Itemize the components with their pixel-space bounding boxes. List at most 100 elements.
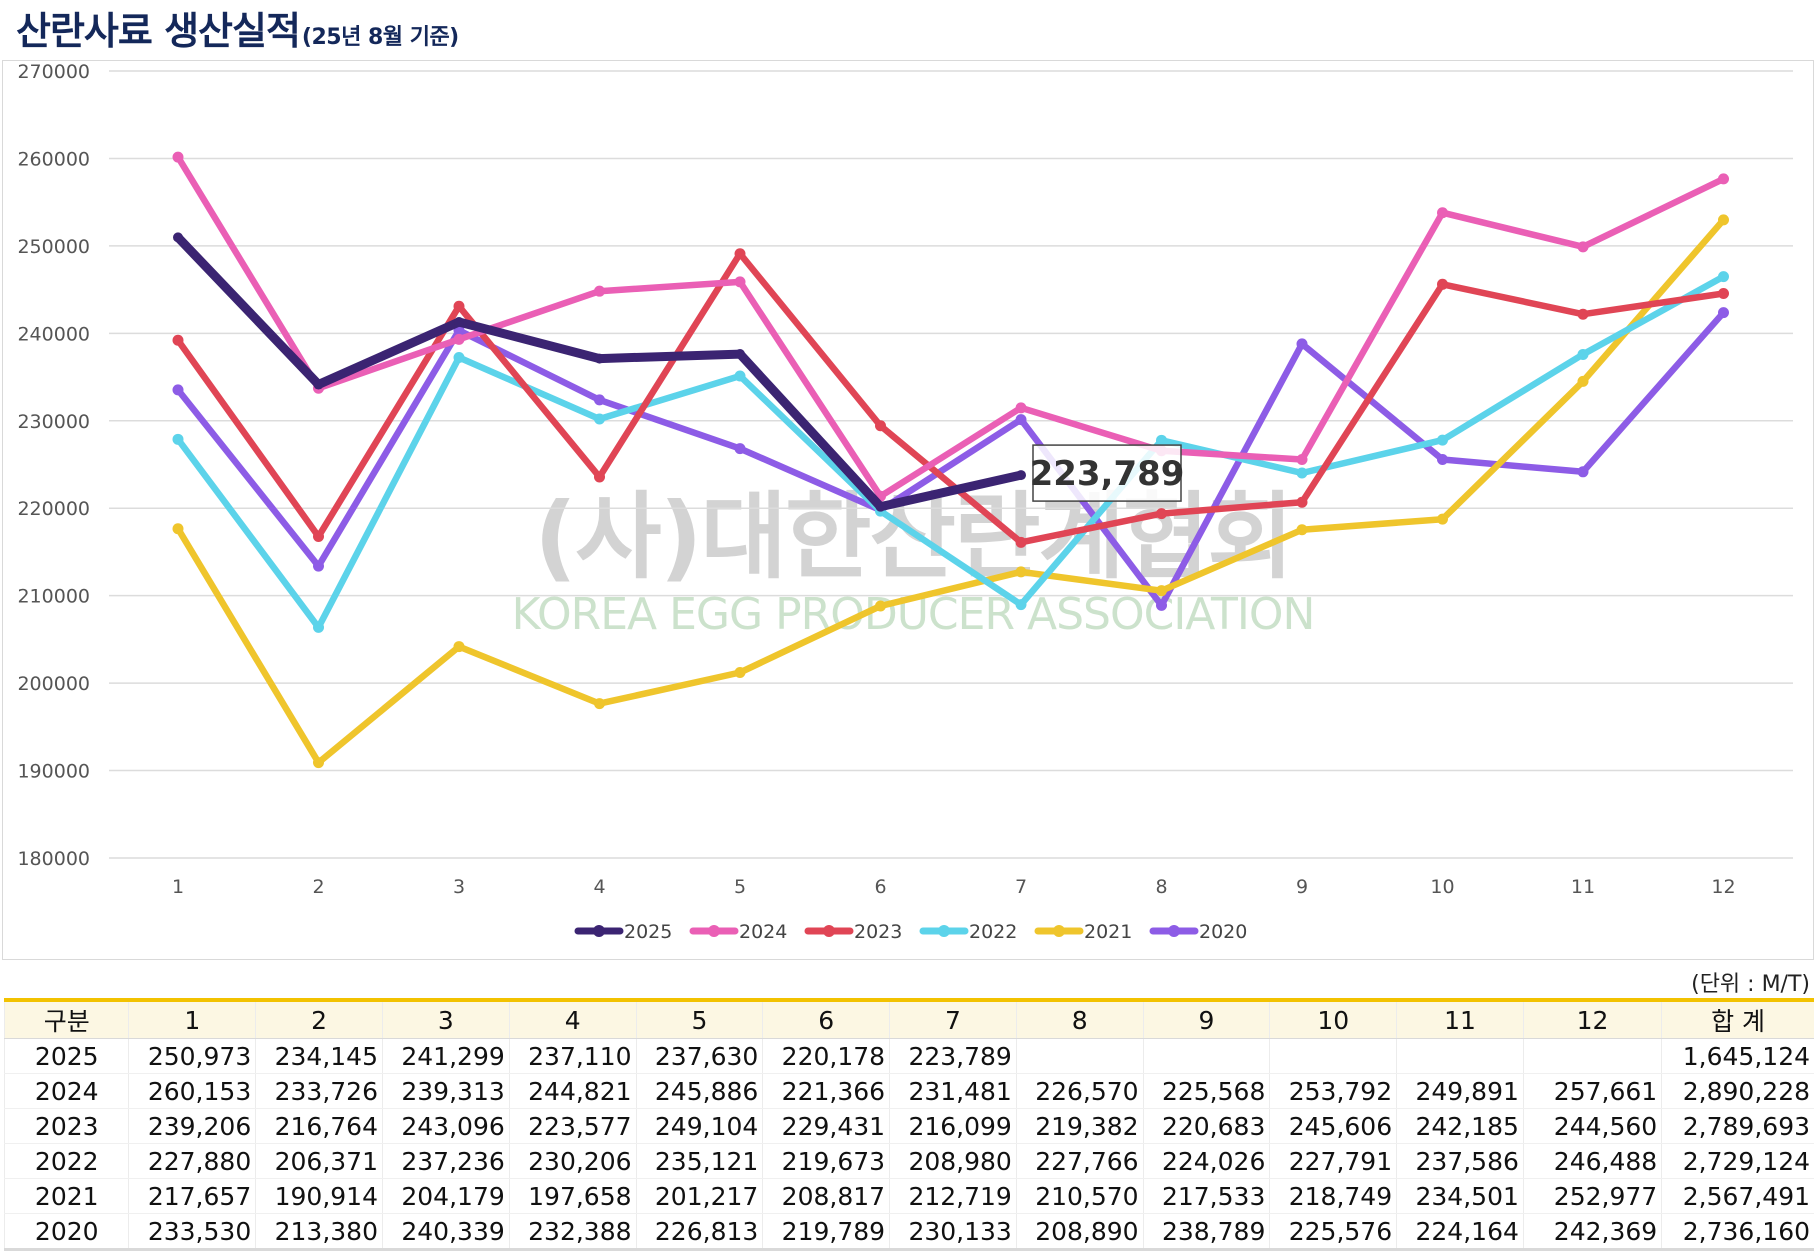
table-cell: 242,369: [1522, 1213, 1662, 1251]
data-point-2021: [1296, 524, 1308, 536]
data-point-2020: [1015, 414, 1027, 426]
data-point-2020: [1296, 338, 1308, 350]
x-tick-label: 5: [734, 876, 746, 898]
table-cell: [1396, 1038, 1524, 1074]
table-cell: [1142, 1038, 1270, 1074]
table-header-month: 8: [1015, 998, 1144, 1039]
table-cell: 250,973: [128, 1038, 256, 1074]
data-point-2022: [313, 621, 324, 633]
y-tick-label: 200000: [17, 673, 90, 695]
y-tick-label: 270000: [17, 61, 90, 83]
table-cell: 213,380: [255, 1213, 383, 1251]
data-point-2021: [313, 757, 324, 769]
table-cell: 246,488: [1522, 1143, 1662, 1179]
table-row-year: 2021: [3, 1178, 129, 1214]
data-point-2021: [172, 523, 184, 535]
legend-label-2023: 2023: [854, 921, 902, 943]
table-row: 2021 217,657 190,914 204,179 197,658 201,217 2…: [3, 1178, 1814, 1214]
series-line-2020: [174, 309, 1727, 609]
table-cell: 226,570: [1015, 1073, 1144, 1109]
page-title: 산란사료 생산실적 (25년 8월 기준): [16, 0, 459, 56]
data-point-2024: [1718, 173, 1729, 185]
table-cell: 249,104: [635, 1108, 763, 1144]
x-tick-label: 8: [1155, 876, 1167, 898]
data-point-2023: [1437, 278, 1448, 290]
table-cell: 197,658: [508, 1178, 637, 1214]
table-cell: 224,164: [1396, 1213, 1524, 1251]
y-tick-label: 230000: [17, 411, 90, 433]
legend-marker-2024: [708, 925, 720, 937]
data-point-2021: [734, 666, 746, 678]
annotation-box: [1032, 444, 1182, 502]
data-point-2023: [1156, 508, 1167, 520]
table-cell: 242,185: [1396, 1108, 1524, 1144]
table-cell: 245,886: [635, 1073, 763, 1109]
table-cell: 226,813: [635, 1213, 763, 1251]
table-header-total: 합 계: [1661, 998, 1814, 1039]
data-point-2022: [172, 433, 184, 445]
table-cell: 234,501: [1396, 1178, 1524, 1214]
table-row-year: 2024: [3, 1073, 129, 1109]
table-cell: 208,890: [1015, 1213, 1144, 1251]
table-cell: 217,657: [128, 1178, 256, 1214]
series-line-2025: [173, 232, 1026, 512]
table-cell: 2,890,228: [1661, 1073, 1814, 1109]
table-cell: 237,110: [508, 1038, 637, 1074]
unit-label: (단위 : M/T): [1691, 972, 1810, 997]
table-header-month: 5: [635, 998, 763, 1039]
table-cell: 239,313: [382, 1073, 510, 1109]
title-subtitle: (25년 8월 기준): [301, 25, 459, 50]
data-point-2020: [1577, 466, 1589, 478]
table-cell: 227,791: [1269, 1143, 1397, 1179]
data-point-2020: [1156, 599, 1167, 611]
table-row: 2020 233,530 213,380 240,339 232,388 226,813 2…: [3, 1213, 1814, 1251]
table-cell: 219,789: [762, 1213, 890, 1251]
table-cell: 217,533: [1142, 1178, 1270, 1214]
data-point-2024: [1577, 241, 1589, 253]
table-cell: 221,366: [762, 1073, 890, 1109]
title-main: 산란사료 생산실적: [16, 9, 301, 53]
table-cell: 233,726: [255, 1073, 383, 1109]
table-cell: 238,789: [1142, 1213, 1270, 1251]
table-header-month: 7: [889, 998, 1017, 1039]
table-cell: 2,729,124: [1661, 1143, 1814, 1179]
x-tick-label: 12: [1711, 876, 1735, 898]
table-cell: 219,382: [1015, 1108, 1144, 1144]
data-point-2022: [1437, 434, 1448, 446]
line-chart: 180000 190000 200000 210000 220000 230000 2400…: [17, 61, 1793, 943]
table-cell: 257,661: [1522, 1073, 1662, 1109]
data-point-2021: [1156, 585, 1167, 597]
table-cell: 220,178: [762, 1038, 890, 1074]
data-point-2022: [734, 370, 746, 382]
x-tick-label: 4: [593, 876, 605, 898]
table-cell: 260,153: [128, 1073, 256, 1109]
table-row-year: 2020: [3, 1213, 129, 1251]
data-point-2024: [594, 285, 605, 297]
table-cell: 223,789: [889, 1038, 1017, 1074]
y-tick-label: 260000: [17, 148, 90, 170]
table-cell: 229,431: [762, 1108, 890, 1144]
data-point-2020: [172, 384, 184, 396]
table-cell: 225,576: [1269, 1213, 1397, 1251]
data-point-2023: [172, 334, 184, 346]
legend-marker-2021: [1053, 925, 1065, 937]
data-point-2021: [594, 698, 605, 710]
table-cell: 2,736,160: [1661, 1213, 1814, 1251]
data-point-2022: [1577, 348, 1589, 360]
x-tick-label: 9: [1296, 876, 1308, 898]
y-tick-label: 250000: [17, 236, 90, 258]
table-header-row: 구분 1 2 3 4 5 6 7 8 9 10 11 12 합 계: [3, 998, 1814, 1039]
data-point-2024: [172, 151, 184, 163]
table-header-month: 1: [128, 998, 256, 1039]
data-point-2021: [875, 600, 886, 612]
data-point-2023: [1296, 496, 1308, 508]
legend-label-2020: 2020: [1199, 921, 1247, 943]
data-point-2024: [453, 333, 465, 345]
data-point-2020: [313, 560, 324, 572]
table-row-year: 2023: [3, 1108, 129, 1144]
table-cell: [1522, 1038, 1662, 1074]
legend-label-2021: 2021: [1084, 921, 1132, 943]
data-point-2022: [594, 413, 605, 425]
production-table: 구분 1 2 3 4 5 6 7 8 9 10 11 12 합 계 2025 250,973 234,145 2…: [3, 998, 1814, 1251]
table-cell: 243,096: [382, 1108, 510, 1144]
